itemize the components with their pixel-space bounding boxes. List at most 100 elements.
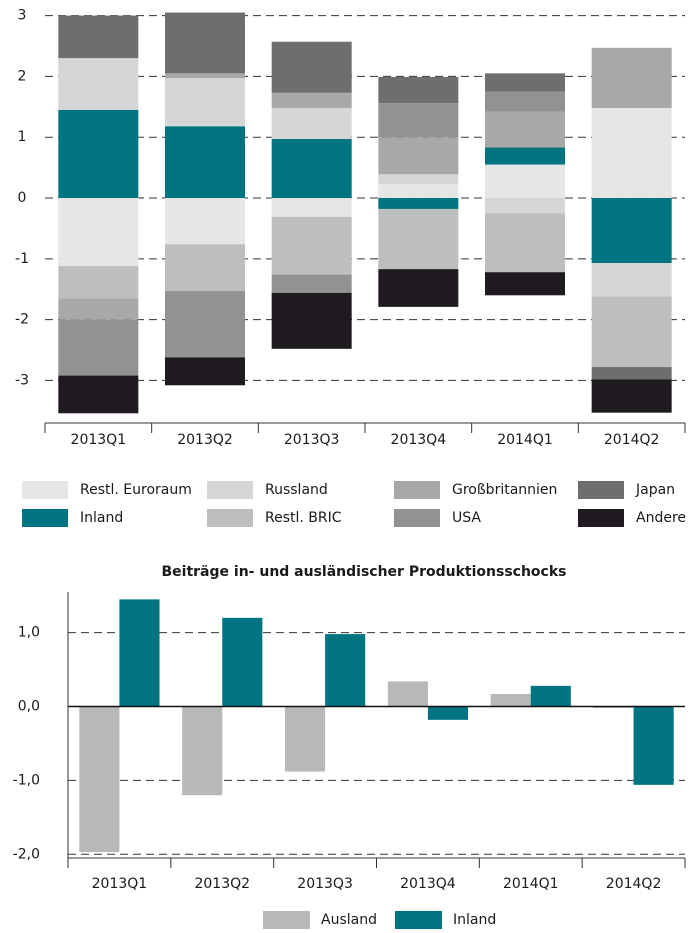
- legend-swatch: [207, 481, 253, 499]
- legend-swatch: [207, 509, 253, 527]
- y-tick-label: 1,0: [18, 625, 40, 641]
- bar-segment: [271, 41, 352, 93]
- bar-segment: [378, 184, 459, 199]
- x-tick-label: 2014Q2: [606, 876, 662, 892]
- bar-segment: [165, 198, 245, 245]
- legend-label: Ausland: [321, 912, 377, 928]
- bar-segment: [165, 291, 245, 358]
- bar-segment: [485, 272, 565, 296]
- x-tick-label: 2013Q1: [71, 432, 127, 448]
- bar-segment: [165, 78, 245, 127]
- legend-swatch: [395, 911, 442, 929]
- bar-segment: [271, 139, 352, 199]
- bar: [284, 706, 326, 772]
- bar-segment: [271, 198, 352, 217]
- bar: [490, 693, 531, 707]
- bar-segment: [271, 92, 352, 109]
- y-tick-label: 0,0: [18, 699, 40, 715]
- bar-segment: [58, 15, 139, 59]
- x-tick-label: 2013Q3: [284, 432, 340, 448]
- bar-segment: [58, 198, 139, 267]
- legend-swatch: [394, 481, 440, 499]
- bar-segment: [485, 91, 565, 112]
- bar-segment: [485, 147, 565, 165]
- bar-segment: [271, 292, 352, 349]
- bar-segment: [165, 357, 245, 386]
- bar-segment: [485, 164, 565, 199]
- bar: [325, 634, 366, 707]
- x-tick-label: 2013Q2: [177, 432, 233, 448]
- bar-segment: [591, 263, 672, 297]
- y-tick-label: -2: [15, 312, 29, 328]
- bar-segment: [378, 103, 459, 138]
- y-tick-label: -1,0: [13, 772, 40, 788]
- bar-segment: [271, 274, 352, 293]
- bar-segment: [591, 379, 672, 413]
- legend-swatch: [578, 509, 624, 527]
- y-tick-label: 0: [18, 190, 27, 206]
- y-tick-label: -2,0: [13, 846, 40, 862]
- legend-swatch: [263, 911, 310, 929]
- legend-label: Inland: [80, 510, 123, 526]
- bar: [530, 685, 571, 707]
- x-tick-label: 2013Q3: [297, 876, 353, 892]
- bar-segment: [378, 137, 459, 175]
- x-tick-label: 2013Q4: [400, 876, 456, 892]
- bar-segment: [165, 12, 245, 74]
- bar: [633, 706, 674, 785]
- bar-segment: [378, 76, 459, 104]
- bar: [387, 681, 428, 707]
- bar-segment: [271, 108, 352, 140]
- y-tick-label: 2: [18, 68, 27, 84]
- legend-label: Großbritannien: [452, 482, 557, 498]
- legend-label: Restl. Euroraum: [80, 482, 192, 498]
- bar-segment: [378, 198, 459, 209]
- bar: [79, 706, 120, 853]
- y-tick-label: 1: [18, 129, 27, 145]
- bar-segment: [58, 266, 139, 299]
- bar-segment: [271, 216, 352, 275]
- bar: [222, 617, 263, 707]
- legend-swatch: [578, 481, 624, 499]
- bar-segment: [58, 298, 139, 320]
- bar-segment: [58, 375, 139, 414]
- x-tick-label: 2014Q1: [497, 432, 553, 448]
- bar-segment: [165, 244, 245, 292]
- x-tick-label: 2013Q2: [194, 876, 250, 892]
- x-tick-label: 2013Q1: [92, 876, 148, 892]
- bar-segment: [485, 198, 565, 214]
- bar: [427, 706, 469, 720]
- bar-segment: [378, 174, 459, 185]
- bar-segment: [58, 58, 139, 110]
- chart-title: Beiträge in- und ausländischer Produktio…: [162, 564, 567, 580]
- legend-label: Inland: [453, 912, 496, 928]
- y-tick-label: -3: [15, 372, 29, 388]
- bar-segment: [591, 198, 672, 264]
- bar-segment: [165, 73, 245, 79]
- bar-segment: [591, 108, 672, 199]
- bar-segment: [378, 208, 459, 270]
- x-tick-label: 2014Q1: [503, 876, 559, 892]
- bar-segment: [165, 126, 245, 199]
- legend-label: Andere: [636, 510, 686, 526]
- x-tick-label: 2013Q4: [391, 432, 447, 448]
- legend-label: Restl. BRIC: [265, 510, 342, 526]
- legend-label: Russland: [265, 482, 328, 498]
- x-tick-label: 2014Q2: [604, 432, 660, 448]
- bar: [182, 706, 223, 796]
- legend-label: Japan: [635, 482, 675, 498]
- bar-segment: [485, 213, 565, 273]
- bar-segment: [591, 296, 672, 368]
- bar: [119, 599, 160, 707]
- legend-label: USA: [452, 510, 481, 526]
- bar-segment: [485, 73, 565, 92]
- legend-swatch: [22, 509, 68, 527]
- bar-segment: [378, 269, 459, 307]
- bar-segment: [591, 47, 672, 109]
- bar-segment: [58, 109, 139, 199]
- y-tick-label: 3: [18, 8, 27, 24]
- bar-segment: [485, 111, 565, 148]
- bar-segment: [591, 367, 672, 380]
- legend-swatch: [394, 509, 440, 527]
